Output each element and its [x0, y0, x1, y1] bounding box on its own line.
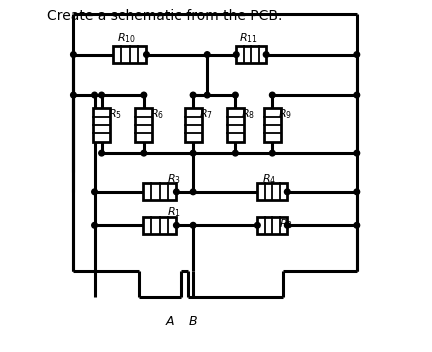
- Circle shape: [70, 52, 76, 57]
- Circle shape: [99, 150, 105, 156]
- Bar: [184, 108, 202, 142]
- Bar: [113, 46, 146, 63]
- Circle shape: [354, 52, 359, 57]
- Circle shape: [92, 222, 97, 228]
- Circle shape: [204, 52, 210, 57]
- Text: R$_7$: R$_7$: [199, 108, 213, 121]
- Bar: [227, 108, 244, 142]
- Text: B: B: [189, 315, 197, 328]
- Circle shape: [92, 92, 97, 98]
- Text: R$_{10}$: R$_{10}$: [118, 31, 137, 45]
- Circle shape: [354, 92, 359, 98]
- Bar: [257, 183, 287, 200]
- Circle shape: [354, 150, 359, 156]
- Circle shape: [70, 92, 76, 98]
- Text: R$_3$: R$_3$: [167, 172, 181, 186]
- Text: R$_9$: R$_9$: [278, 108, 292, 121]
- Circle shape: [191, 92, 196, 98]
- Circle shape: [141, 92, 146, 98]
- Text: R$_5$: R$_5$: [108, 108, 122, 121]
- Bar: [135, 108, 152, 142]
- Text: R$_1$: R$_1$: [167, 205, 181, 219]
- Bar: [93, 108, 110, 142]
- Circle shape: [270, 92, 275, 98]
- Circle shape: [99, 92, 105, 98]
- Bar: [257, 217, 287, 234]
- Circle shape: [254, 222, 260, 228]
- Circle shape: [174, 222, 179, 228]
- Circle shape: [284, 222, 290, 228]
- Bar: [236, 46, 266, 63]
- Text: Create a schematic from the PCB.: Create a schematic from the PCB.: [47, 9, 283, 23]
- Circle shape: [354, 222, 359, 228]
- Circle shape: [191, 222, 196, 228]
- Circle shape: [284, 189, 290, 195]
- Text: R$_6$: R$_6$: [150, 108, 164, 121]
- Text: R$_4$: R$_4$: [262, 172, 276, 186]
- Circle shape: [264, 52, 269, 57]
- Bar: [143, 183, 176, 200]
- Text: R$_8$: R$_8$: [241, 108, 256, 121]
- Circle shape: [141, 150, 146, 156]
- Circle shape: [191, 189, 196, 195]
- Circle shape: [270, 150, 275, 156]
- Circle shape: [233, 52, 239, 57]
- Text: R$_2$: R$_2$: [280, 217, 293, 231]
- Circle shape: [191, 150, 196, 156]
- Circle shape: [92, 189, 97, 195]
- Text: A: A: [166, 315, 175, 328]
- Circle shape: [354, 189, 359, 195]
- Bar: [264, 108, 281, 142]
- Text: R$_{11}$: R$_{11}$: [239, 31, 258, 45]
- Circle shape: [144, 52, 149, 57]
- Circle shape: [204, 92, 210, 98]
- Circle shape: [174, 189, 179, 195]
- Bar: [143, 217, 176, 234]
- Circle shape: [232, 150, 238, 156]
- Circle shape: [232, 92, 238, 98]
